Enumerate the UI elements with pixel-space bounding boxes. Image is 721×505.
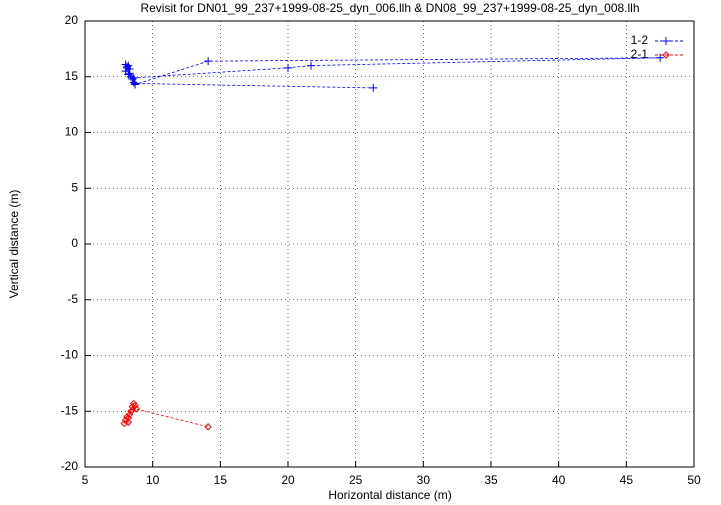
- y-tick-label: -10: [61, 348, 79, 362]
- point: [204, 57, 213, 66]
- point: [131, 401, 139, 410]
- legend-marker: [662, 51, 670, 59]
- x-tick-label: 35: [484, 473, 498, 487]
- x-axis-label: Horizontal distance (m): [328, 488, 451, 502]
- legend-marker: [662, 37, 670, 45]
- legend-label: 2-1: [631, 47, 649, 61]
- point: [131, 79, 140, 88]
- x-tick-label: 10: [146, 473, 160, 487]
- point: [122, 62, 131, 71]
- point: [124, 418, 133, 427]
- point: [284, 63, 292, 72]
- point: [307, 61, 316, 70]
- plot-frame: [84, 20, 695, 468]
- y-axis-label: Vertical distance (m): [7, 190, 21, 299]
- x-tick-label: 30: [417, 473, 431, 487]
- x-tick-label: 20: [281, 473, 295, 487]
- point: [124, 414, 133, 422]
- y-tick-label: 0: [71, 236, 78, 250]
- y-tick-label: 15: [65, 69, 79, 83]
- y-tick-label: -15: [61, 403, 79, 417]
- point: [124, 61, 133, 70]
- y-tick-label: -20: [61, 459, 79, 473]
- y-tick-label: 10: [65, 125, 79, 139]
- x-tick-label: 25: [349, 473, 363, 487]
- point: [204, 423, 212, 431]
- y-tick-label: 5: [71, 180, 78, 194]
- x-tick-label: 45: [620, 473, 634, 487]
- point: [369, 83, 378, 92]
- legend-label: 1-2: [631, 33, 649, 47]
- point: [130, 399, 138, 408]
- point: [128, 74, 137, 83]
- x-tick-label: 50: [687, 473, 701, 487]
- series-line: [124, 57, 661, 89]
- point: [129, 73, 138, 82]
- point: [125, 69, 134, 78]
- x-tick-label: 5: [82, 473, 89, 487]
- y-tick-label: 20: [65, 13, 79, 27]
- point: [132, 405, 141, 413]
- y-tick-label: -5: [67, 292, 78, 306]
- x-tick-label: 15: [214, 473, 228, 487]
- x-tick-label: 40: [552, 473, 566, 487]
- point: [128, 406, 137, 414]
- chart-title: Revisit for DN01_99_237+1999-08-25_dyn_0…: [140, 1, 639, 15]
